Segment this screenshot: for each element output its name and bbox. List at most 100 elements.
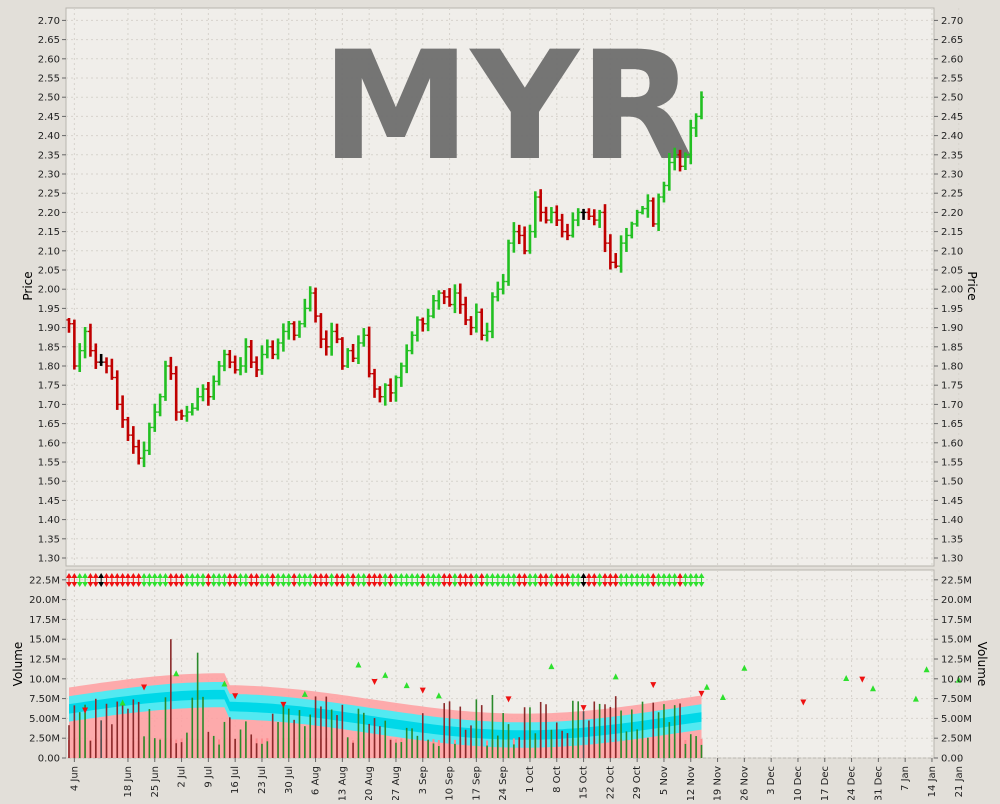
signal-marker-down <box>242 582 249 587</box>
signal-marker-down <box>216 582 223 587</box>
ohlc-bar <box>597 209 603 228</box>
signal-marker <box>655 573 662 587</box>
signal-marker-down <box>618 582 625 587</box>
ohlc-bar <box>248 340 254 369</box>
signal-marker-down <box>253 582 260 587</box>
ohlc-bar <box>489 292 496 339</box>
ohlc-bar <box>538 189 544 222</box>
date-tick-label: 17 Dec <box>820 766 831 800</box>
signal-marker-down <box>264 582 271 587</box>
price-tick-label: 2.30 <box>941 170 963 181</box>
signal-marker-up <box>157 573 164 578</box>
signal-marker <box>92 573 99 587</box>
signal-marker-up <box>366 573 373 578</box>
signal-marker-down <box>698 582 705 587</box>
signal-marker-down <box>419 582 426 587</box>
price-tick-label: 1.45 <box>941 496 963 507</box>
price-tick-label: 1.75 <box>38 381 60 392</box>
signal-flag-down <box>280 701 287 708</box>
signal-marker-up <box>607 573 614 578</box>
signal-marker <box>666 573 673 587</box>
ohlc-bar <box>77 343 83 373</box>
date-tick-label: 22 Oct <box>605 766 616 799</box>
signal-marker <box>569 573 576 587</box>
signal-marker-up <box>312 573 319 578</box>
signal-marker-up <box>510 573 517 578</box>
signal-marker-down <box>355 582 362 587</box>
signal-marker <box>516 573 523 587</box>
signal-marker-down <box>66 582 72 587</box>
ohlc-bar <box>312 287 319 323</box>
signal-marker <box>591 573 598 587</box>
signal-marker-down <box>92 582 99 587</box>
price-tick-label: 1.50 <box>941 477 963 488</box>
signal-marker-down <box>210 582 217 587</box>
ohlc-bar <box>162 360 169 401</box>
signal-marker-down <box>167 582 174 587</box>
signal-marker-down <box>323 582 330 587</box>
signal-marker <box>258 573 265 587</box>
signal-marker <box>167 573 174 587</box>
signal-marker-up <box>146 573 153 578</box>
signal-marker <box>698 573 705 587</box>
ohlc-bar <box>296 320 303 338</box>
ohlc-bar <box>264 339 270 359</box>
signal-marker-up <box>559 573 566 578</box>
volume-axis-label-right: Volume <box>975 642 989 687</box>
price-axis-right: 1.30 1.35 1.40 1.45 1.50 1.55 1.60 1.65 1.70 1.75… <box>934 16 963 565</box>
signal-marker-down <box>425 582 432 587</box>
ohlc-bar <box>221 349 228 372</box>
ohlc-bar <box>688 119 694 165</box>
signal-marker <box>580 573 587 587</box>
signal-marker-up <box>564 573 571 578</box>
ohlc-bar <box>178 409 185 420</box>
signal-marker <box>671 573 678 587</box>
volume-tick-label: 0.00 <box>38 754 60 765</box>
signal-marker-up <box>521 573 528 578</box>
signal-flag-down <box>371 678 378 685</box>
signal-marker-down <box>435 582 442 587</box>
signal-marker <box>478 573 485 587</box>
signal-marker <box>183 573 190 587</box>
signal-marker <box>82 573 89 587</box>
signal-marker-down <box>387 582 394 587</box>
signal-marker-up <box>585 573 592 578</box>
signal-marker-up <box>108 573 115 578</box>
ohlc-bar <box>345 348 351 368</box>
signal-marker-down <box>414 582 421 587</box>
signal-marker <box>387 573 394 587</box>
signal-flag-down <box>419 687 426 694</box>
signal-marker <box>162 573 169 587</box>
signal-marker-up <box>666 573 673 578</box>
signal-marker <box>344 573 351 587</box>
signal-marker <box>468 573 474 587</box>
signal-flag-up <box>403 682 410 689</box>
price-tick-label: 1.40 <box>941 515 963 526</box>
volume-tick-label: 7.50M <box>941 694 972 705</box>
ohlc-bar <box>109 358 115 380</box>
signal-marker-down <box>398 582 405 587</box>
watermark-symbol: MYR <box>321 20 694 194</box>
signal-marker-up <box>500 573 507 578</box>
signal-marker-up <box>693 573 700 578</box>
date-tick-label: 14 Jan <box>927 766 938 797</box>
signal-marker-down <box>510 582 517 587</box>
volume-axis-label-left: Volume <box>11 642 25 687</box>
signal-marker <box>146 573 153 587</box>
signal-marker-down <box>71 582 78 587</box>
signal-marker-up <box>124 573 131 578</box>
date-tick-label: 15 Oct <box>579 766 590 799</box>
signal-marker-up <box>350 573 357 578</box>
signal-marker-down <box>569 582 576 587</box>
signal-marker <box>612 573 619 587</box>
volume-tick-label: 2.50M <box>29 734 60 745</box>
price-tick-label: 1.95 <box>941 304 963 315</box>
signal-flag-down <box>505 696 512 703</box>
ohlc-bar <box>66 317 72 333</box>
price-tick-label: 2.65 <box>941 35 963 46</box>
signal-marker-down <box>693 582 700 587</box>
ohlc-bar <box>216 360 222 386</box>
signal-marker-up <box>119 573 126 578</box>
date-axis: 4 Jun 18 Jun 25 Jun 2 Jul 9 Jul 16 Jul 23 Jul 3… <box>69 758 965 801</box>
